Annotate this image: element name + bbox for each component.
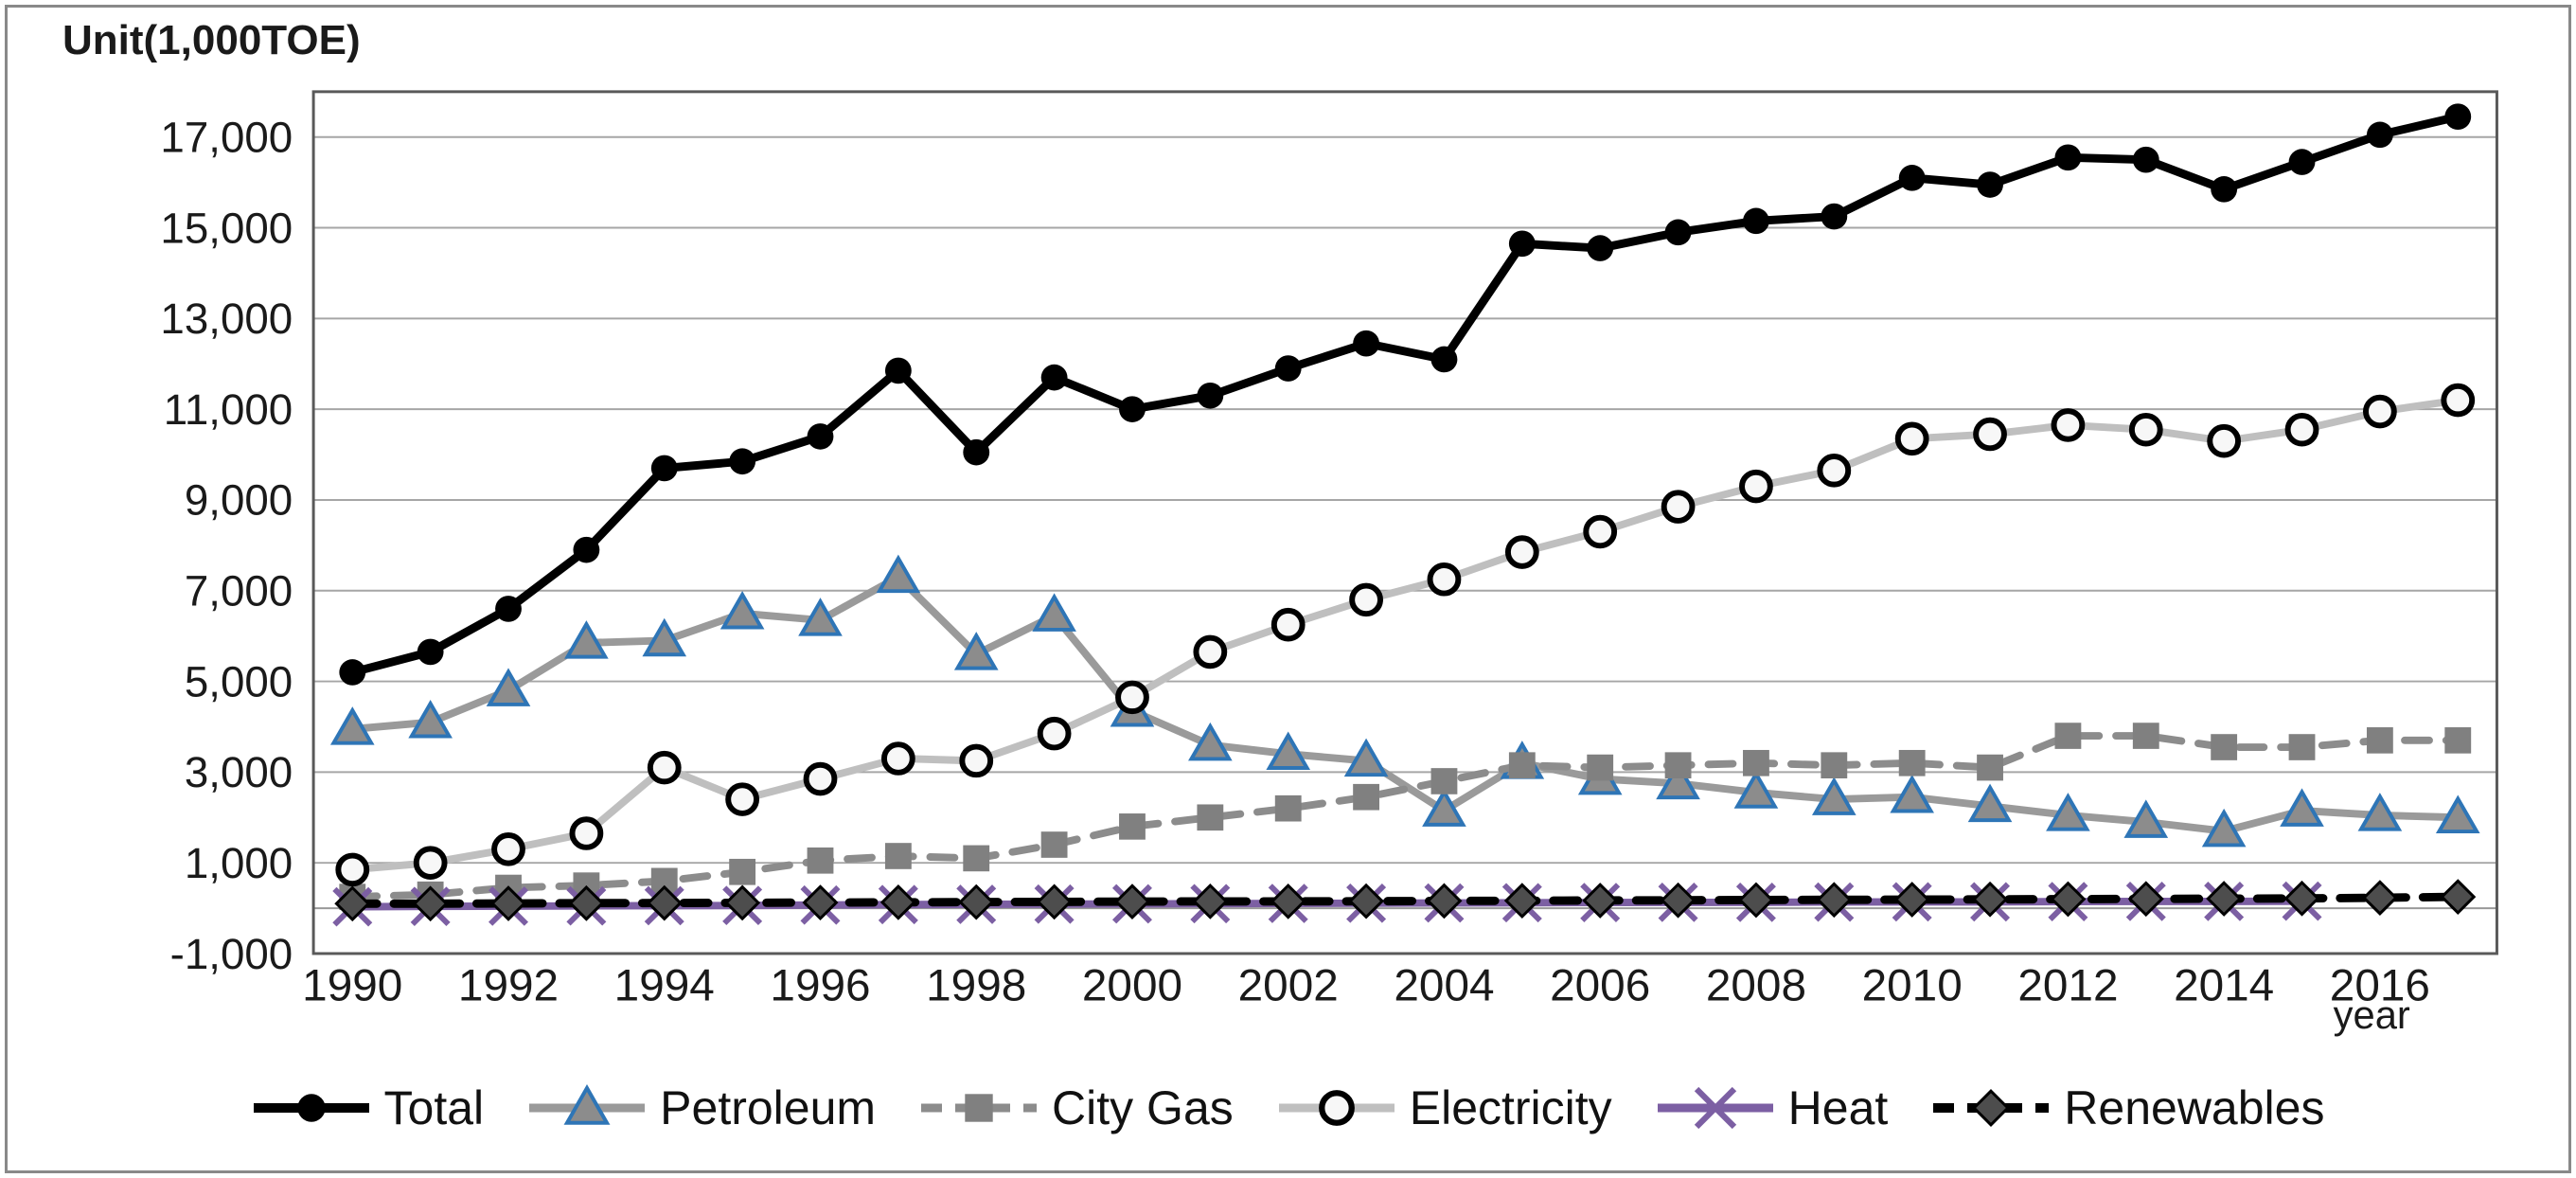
x-tick-label: 1994 bbox=[614, 960, 715, 1010]
series-total bbox=[339, 103, 2472, 686]
x-tick-label: 2012 bbox=[2017, 960, 2118, 1010]
x-tick-label: 2000 bbox=[1082, 960, 1182, 1010]
year-axis-label: year bbox=[2334, 992, 2410, 1037]
x-tick-label: 1992 bbox=[458, 960, 559, 1010]
series-renewables bbox=[334, 879, 2477, 922]
x-tick-label: 1996 bbox=[770, 960, 870, 1010]
x-tick-label: 1990 bbox=[302, 960, 402, 1010]
y-tick-label: 7,000 bbox=[185, 567, 293, 616]
y-tick-label: 1,000 bbox=[185, 839, 293, 887]
x-axis-tick-labels: 1990 1992 1994 1996 1998 2000 2002 2004 2006 2008… bbox=[302, 960, 2430, 1010]
y-tick-label: 9,000 bbox=[185, 476, 293, 525]
x-tick-label: 2004 bbox=[1394, 960, 1494, 1010]
energy-consumption-chart: -1,000 1,000 3,000 5,000 7,000 9,000 11,000 13,… bbox=[160, 90, 2498, 1037]
y-tick-label: -1,000 bbox=[170, 930, 293, 978]
series-petroleum bbox=[329, 554, 2480, 848]
y-tick-label: 17,000 bbox=[160, 114, 293, 162]
unit-label: Unit(1,000TOE) bbox=[62, 17, 361, 63]
plot-border bbox=[311, 90, 2498, 955]
y-tick-label: 15,000 bbox=[160, 204, 293, 252]
y-axis-tick-labels: -1,000 1,000 3,000 5,000 7,000 9,000 11,000 13,… bbox=[160, 114, 293, 978]
x-tick-label: 2006 bbox=[1550, 960, 1650, 1010]
y-tick-label: 3,000 bbox=[185, 748, 293, 796]
chart-figure-frame: -1,000 1,000 3,000 5,000 7,000 9,000 11,000 13,… bbox=[5, 5, 2571, 1173]
x-tick-label: 2016 bbox=[2330, 960, 2430, 1010]
x-tick-label: 2002 bbox=[1238, 960, 1339, 1010]
x-tick-label: 2008 bbox=[1706, 960, 1806, 1010]
y-tick-label: 13,000 bbox=[160, 294, 293, 343]
gridlines bbox=[313, 135, 2497, 955]
y-tick-label: 11,000 bbox=[164, 385, 293, 434]
x-tick-label: 2014 bbox=[2174, 960, 2274, 1010]
x-tick-label: 2010 bbox=[1862, 960, 1963, 1010]
series-electricity bbox=[335, 383, 2476, 887]
x-tick-label: 1998 bbox=[926, 960, 1026, 1010]
y-tick-label: 5,000 bbox=[185, 658, 293, 706]
